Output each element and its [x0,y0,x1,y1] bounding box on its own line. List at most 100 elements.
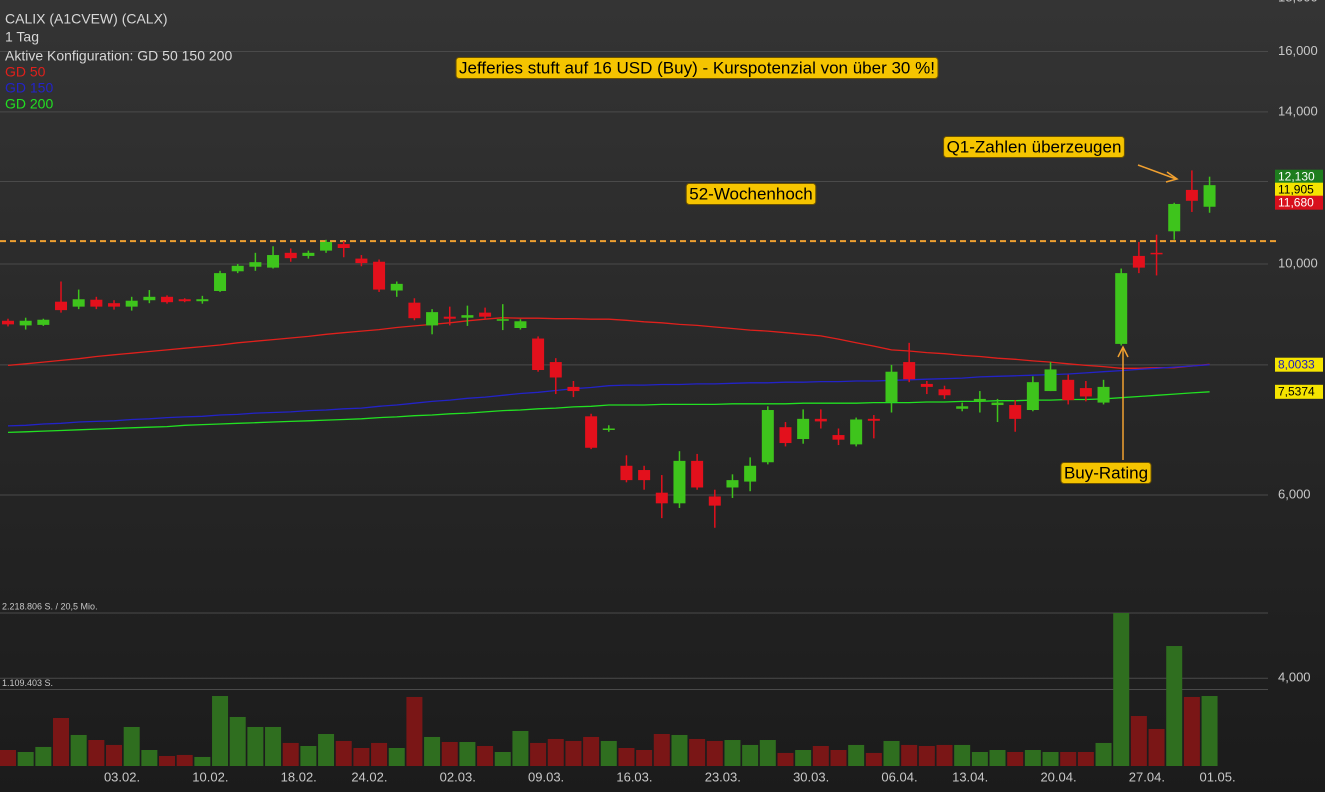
volume-bar [247,726,264,766]
volume-bar [636,750,653,766]
y-tick-label: 6,000 [1278,486,1311,501]
candle-body [620,465,633,481]
candle-body [355,258,368,264]
candle-body [832,435,845,440]
candle-body [19,320,32,326]
arrow-head [1165,171,1179,183]
candle-body [178,299,191,302]
annotation-box [455,56,939,79]
candle-body [143,296,156,301]
price-tag [1275,384,1323,399]
candle-body [549,362,562,378]
candle-body [1185,189,1198,201]
volume-bar [70,734,87,766]
x-tick-label: 02.03. [440,769,476,784]
y-tick-label: 10,000 [1278,255,1318,270]
price-tag [1275,195,1323,210]
volume-bar [1042,752,1059,766]
price-tag-label: 8,0033 [1278,357,1315,371]
candle-body [850,419,863,445]
candle-body [726,480,739,488]
candle-body [744,465,757,482]
candle-body [514,321,527,328]
candle-body [1115,273,1128,344]
price-tag [1275,182,1323,197]
volume-bar [1060,752,1077,766]
volume-bar [1007,752,1024,766]
price-tag-label: 12,130 [1278,169,1315,183]
candle-body [479,312,492,317]
candle-body [72,299,85,307]
candle-body [337,244,350,249]
candle-body [426,312,439,326]
volume-bar [212,696,229,766]
volume-bar [229,716,246,766]
legend-entry: GD 200 [5,96,53,112]
price-tag-label: 7,5374 [1278,384,1315,398]
volume-bar [848,744,865,766]
legend-entry: GD 50 [5,64,46,80]
ma-line [7,364,1210,427]
volume-bar [742,744,759,766]
volume-bar [689,738,706,766]
candle-body [673,460,686,504]
candle-body [938,389,951,396]
candle-body [602,428,615,430]
y-tick-label: 14,000 [1278,103,1318,118]
candle-body [638,470,651,481]
candle-body [885,371,898,402]
y2-tick-label: 2.218.806 S. / 20,5 Mio. [2,601,98,611]
candle-body [585,416,598,448]
ma-line [7,317,1210,369]
volume-bar [406,696,423,766]
volume-bar [176,754,193,766]
volume-bar [106,744,123,766]
candle-body [797,418,810,440]
candle-body [408,302,421,319]
volume-bar [989,750,1006,766]
x-tick-label: 06.04. [881,769,917,784]
candle-body [1168,203,1181,232]
candle-body [1009,405,1022,419]
volume-bar [1183,696,1200,766]
volume-bar [812,746,829,766]
volume-bar [17,752,34,766]
volume-bar [1077,752,1094,766]
arrow-head [1117,345,1129,358]
x-tick-label: 18.02. [281,769,317,784]
candle-body [903,362,916,380]
x-tick-label: 27.04. [1129,769,1165,784]
y2-tick-label: 1.109.403 S. [2,678,53,688]
volume-bar [477,746,494,766]
candle-body [231,265,244,272]
price-tag [1275,357,1323,372]
volume-bar [547,738,564,766]
candle-body [496,319,509,321]
volume-bar [335,740,352,766]
candle-body [779,427,792,444]
volume-bar [265,726,282,766]
candle-body [390,283,403,291]
x-tick-label: 01.05. [1199,769,1235,784]
volume-bar [353,748,370,766]
candle-body [532,338,545,370]
volume-bar [706,740,723,766]
volume-bar [918,746,935,766]
y-tick-label: 18,000 [1278,0,1318,5]
candle-body [1026,382,1039,411]
candle-body [991,402,1004,406]
x-tick-label: 03.02. [104,769,140,784]
candle-body [161,296,174,303]
volume-bar [671,734,688,766]
volume-bar [194,756,211,766]
candle-body [956,406,969,409]
x-tick-label: 10.02. [192,769,228,784]
candle-body [320,241,333,251]
candle-body [567,386,580,392]
volume-bar [424,736,441,766]
volume-bar [565,740,582,766]
volume-bar [618,748,635,766]
volume-bar [954,744,971,766]
candle-body [814,418,827,422]
